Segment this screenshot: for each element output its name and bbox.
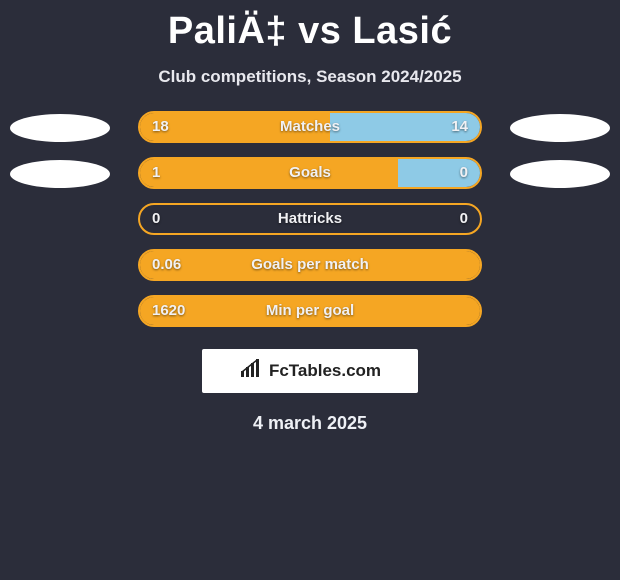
page-title: PaliÄ‡ vs Lasić — [0, 10, 620, 53]
logo-text: FcTables.com — [269, 361, 381, 381]
stat-row: 1620Min per goal — [0, 295, 620, 341]
stat-label: Goals — [140, 159, 480, 187]
stat-right-value: 14 — [451, 113, 468, 141]
stats-rows: 18Matches141Goals00Hattricks00.06Goals p… — [0, 111, 620, 341]
report-date: 4 march 2025 — [0, 413, 620, 434]
player-left-marker — [10, 160, 110, 188]
player-right-marker — [510, 160, 610, 188]
stat-label: Matches — [140, 113, 480, 141]
stat-row: 0Hattricks0 — [0, 203, 620, 249]
logo-box[interactable]: FcTables.com — [202, 349, 418, 393]
stat-bar: 0Hattricks0 — [138, 203, 482, 235]
stats-card: PaliÄ‡ vs Lasić Club competitions, Seaso… — [0, 0, 620, 580]
stat-label: Hattricks — [140, 205, 480, 233]
player-right-marker — [510, 114, 610, 142]
bars-icon — [239, 359, 263, 384]
subtitle: Club competitions, Season 2024/2025 — [0, 67, 620, 87]
stat-row: 18Matches14 — [0, 111, 620, 157]
stat-bar: 1620Min per goal — [138, 295, 482, 327]
stat-row: 0.06Goals per match — [0, 249, 620, 295]
stat-label: Goals per match — [140, 251, 480, 279]
stat-bar: 1Goals0 — [138, 157, 482, 189]
stat-right-value: 0 — [460, 205, 468, 233]
stat-row: 1Goals0 — [0, 157, 620, 203]
stat-bar: 18Matches14 — [138, 111, 482, 143]
stat-bar: 0.06Goals per match — [138, 249, 482, 281]
stat-right-value: 0 — [460, 159, 468, 187]
player-left-marker — [10, 114, 110, 142]
stat-label: Min per goal — [140, 297, 480, 325]
